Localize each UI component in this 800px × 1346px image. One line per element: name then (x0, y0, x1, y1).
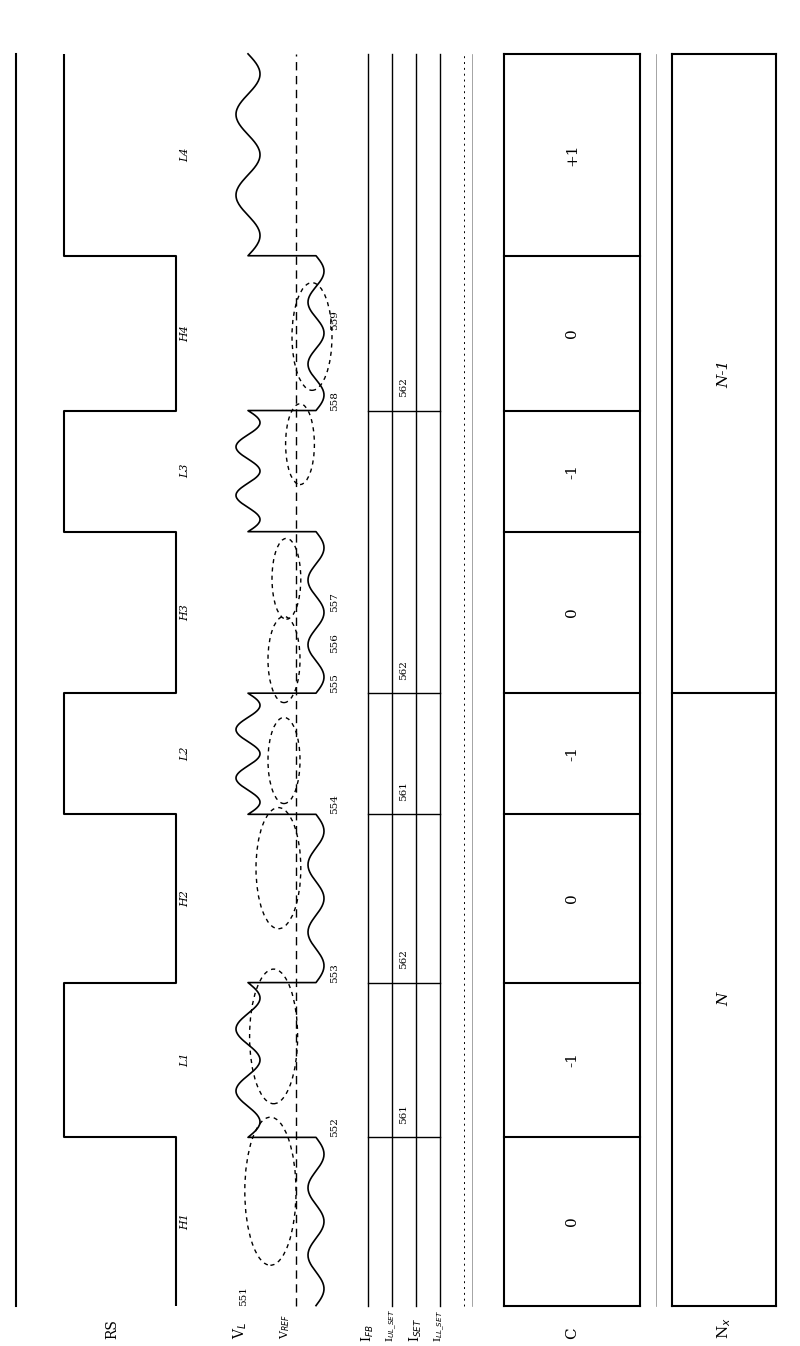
Text: 0: 0 (565, 328, 579, 338)
Text: 562: 562 (399, 949, 409, 969)
Text: 551: 551 (239, 1285, 249, 1306)
Text: I$_{FB}$: I$_{FB}$ (360, 1324, 376, 1342)
Text: 553: 553 (330, 962, 339, 983)
Text: C: C (565, 1327, 579, 1339)
Text: 557: 557 (330, 592, 339, 612)
Text: N: N (717, 993, 731, 1005)
Text: 559: 559 (330, 310, 339, 330)
Text: 0: 0 (565, 894, 579, 903)
Text: H1: H1 (180, 1213, 190, 1230)
Text: H4: H4 (180, 324, 190, 342)
Text: 558: 558 (330, 390, 339, 411)
Text: 561: 561 (399, 1104, 409, 1124)
Text: I$_{SET}$: I$_{SET}$ (408, 1318, 424, 1342)
Text: -1: -1 (565, 463, 579, 479)
Text: -1: -1 (565, 746, 579, 762)
Text: 562: 562 (399, 377, 409, 397)
Text: H2: H2 (180, 890, 190, 907)
Text: L3: L3 (180, 464, 190, 478)
Text: 554: 554 (330, 794, 339, 814)
Text: 0: 0 (565, 607, 579, 618)
Text: +1: +1 (565, 144, 579, 166)
Text: V$_L$: V$_L$ (231, 1322, 249, 1339)
Text: L4: L4 (180, 148, 190, 162)
Text: 555: 555 (330, 673, 339, 693)
Text: N-1: N-1 (717, 359, 731, 388)
Text: L1: L1 (180, 1053, 190, 1067)
Text: 561: 561 (399, 781, 409, 801)
Text: I$_{LL\_SET}$: I$_{LL\_SET}$ (433, 1310, 447, 1342)
Text: -1: -1 (565, 1053, 579, 1067)
Text: 556: 556 (330, 633, 339, 653)
Text: L2: L2 (180, 747, 190, 760)
Text: RS: RS (105, 1319, 119, 1339)
Text: V$_{REF}$: V$_{REF}$ (278, 1314, 292, 1339)
Text: 0: 0 (565, 1217, 579, 1226)
Text: N$_x$: N$_x$ (715, 1318, 733, 1339)
Text: I$_{UL\_SET}$: I$_{UL\_SET}$ (385, 1308, 399, 1342)
Text: 552: 552 (330, 1117, 339, 1137)
Text: 562: 562 (399, 660, 409, 680)
Text: H3: H3 (180, 604, 190, 621)
